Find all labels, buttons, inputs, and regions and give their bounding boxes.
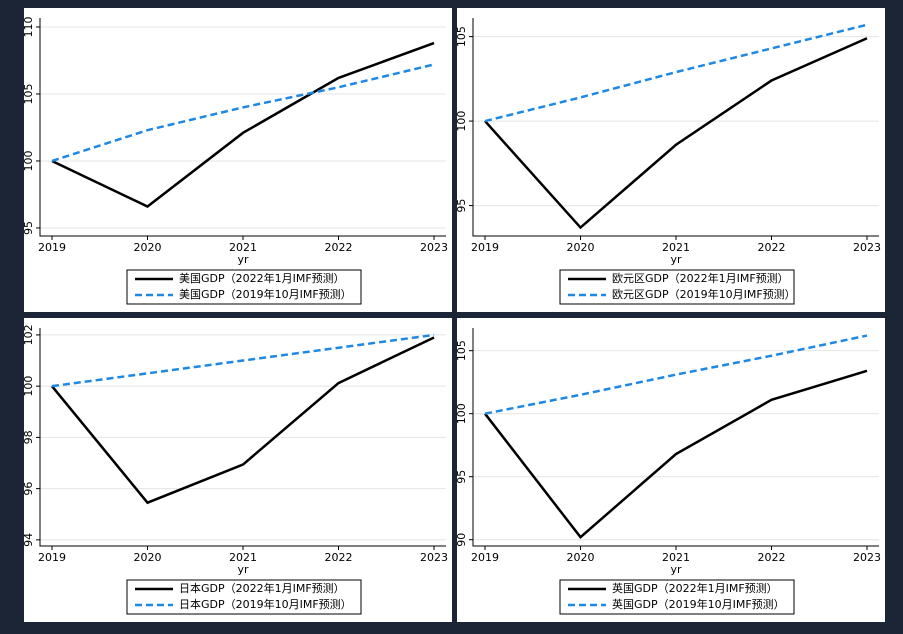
series-line [51, 63, 435, 163]
axes [39, 18, 446, 237]
x-tick-label: 2022 [325, 551, 353, 564]
y-tick-label: 98 [22, 430, 35, 444]
x-tick-label: 2023 [420, 241, 448, 254]
x-axis-label: yr [670, 563, 682, 576]
axes [39, 328, 446, 547]
series-line [51, 41, 435, 208]
legend-label: 英国GDP（2022年1月IMF预测） [612, 581, 778, 595]
y-tick-label: 95 [22, 221, 35, 235]
x-axis-label: yr [670, 253, 682, 266]
x-tick-label: 2023 [853, 241, 881, 254]
x-tick-label: 2020 [134, 241, 162, 254]
y-tick-label: 105 [455, 340, 468, 361]
legend-label: 美国GDP（2022年1月IMF预测） [179, 271, 345, 285]
x-tick-label: 2021 [229, 551, 257, 564]
y-tick-label: 110 [22, 16, 35, 37]
series-line [51, 333, 435, 388]
x-axis-label: yr [237, 563, 249, 576]
x-tick-label: 2020 [567, 241, 595, 254]
x-tick-label: 2021 [229, 241, 257, 254]
y-tick-label: 95 [455, 199, 468, 213]
x-tick-label: 2019 [38, 551, 66, 564]
panel [24, 318, 452, 622]
y-tick-label: 100 [22, 376, 35, 397]
panel [457, 318, 885, 622]
x-tick-label: 2023 [853, 551, 881, 564]
x-tick-label: 2022 [325, 241, 353, 254]
x-axis-label: yr [237, 253, 249, 266]
series-line [484, 369, 868, 539]
x-tick-label: 2020 [567, 551, 595, 564]
y-tick-label: 100 [455, 403, 468, 424]
legend-label: 日本GDP（2019年10月IMF预测） [179, 597, 352, 611]
panel [457, 8, 885, 312]
legend-label: 英国GDP（2019年10月IMF预测） [612, 597, 785, 611]
legend-label: 欧元区GDP（2022年1月IMF预测） [612, 271, 789, 285]
legend-label: 美国GDP（2019年10月IMF预测） [179, 287, 352, 301]
series-line [484, 334, 868, 415]
y-tick-label: 90 [455, 533, 468, 547]
series-line [484, 37, 868, 230]
legend [126, 269, 362, 305]
x-tick-label: 2022 [758, 241, 786, 254]
legend [559, 579, 795, 615]
y-tick-label: 105 [22, 83, 35, 104]
panel [24, 8, 452, 312]
x-tick-label: 2022 [758, 551, 786, 564]
y-tick-label: 96 [22, 482, 35, 496]
series-line [51, 336, 435, 505]
x-tick-label: 2019 [471, 551, 499, 564]
x-tick-label: 2023 [420, 551, 448, 564]
legend-label: 日本GDP（2022年1月IMF预测） [179, 581, 345, 595]
y-tick-label: 100 [22, 150, 35, 171]
x-tick-label: 2019 [38, 241, 66, 254]
x-tick-label: 2021 [662, 241, 690, 254]
y-tick-label: 100 [455, 111, 468, 132]
legend-label: 欧元区GDP（2019年10月IMF预测） [612, 287, 796, 301]
y-tick-label: 102 [22, 324, 35, 345]
y-tick-label: 95 [455, 470, 468, 484]
legend [126, 579, 362, 615]
x-tick-label: 2020 [134, 551, 162, 564]
x-tick-label: 2019 [471, 241, 499, 254]
legend [559, 269, 795, 305]
axes [472, 18, 879, 237]
axes [472, 328, 879, 547]
y-tick-label: 94 [22, 533, 35, 547]
x-tick-label: 2021 [662, 551, 690, 564]
y-tick-label: 105 [455, 26, 468, 47]
